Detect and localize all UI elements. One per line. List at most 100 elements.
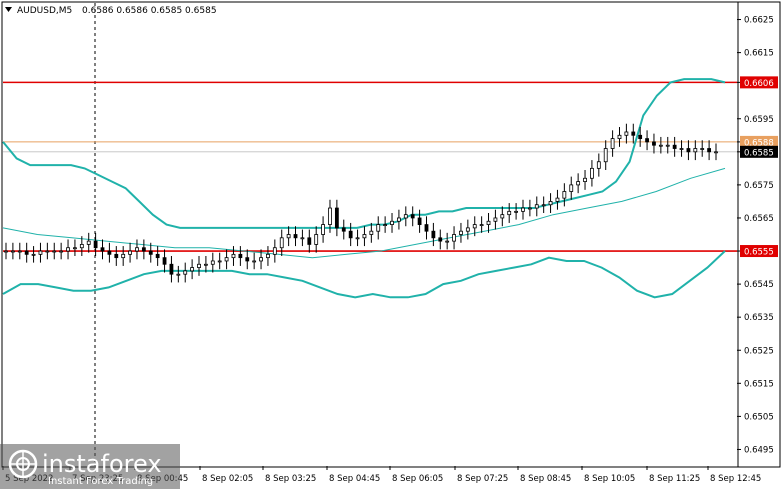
x-tick-label: 8 Sep 12:45	[710, 474, 761, 484]
candle-body	[224, 257, 229, 262]
y-tick-label: 0.6495	[744, 445, 774, 455]
candle-body	[638, 134, 643, 139]
price-axis: 0.6625 0.6615 0.6595 0.6575 0.6565 0.6545 0.65…	[737, 16, 774, 455]
candle-body	[148, 250, 153, 255]
candle-body	[707, 148, 712, 153]
x-tick-label: 8 Sep 06:05	[392, 474, 443, 484]
candle-body	[507, 210, 512, 216]
logo-brand: instaforex	[42, 450, 162, 478]
candle-body	[700, 148, 705, 150]
candle-body	[631, 131, 636, 136]
price-axis-panel	[737, 1, 781, 468]
candle-body	[472, 224, 477, 229]
candle-body	[438, 237, 443, 242]
candle-body	[714, 151, 718, 154]
candle-body	[397, 217, 401, 222]
candle-body	[383, 224, 388, 226]
candle-body	[576, 181, 581, 186]
candle-body	[86, 240, 91, 245]
moving-average-line	[2, 167, 726, 259]
candle-body	[245, 257, 250, 262]
support-tag-bg	[740, 245, 778, 258]
y-tick-label: 0.6575	[744, 181, 774, 191]
y-tick-label: 0.6595	[744, 115, 774, 125]
candle-body	[183, 270, 188, 275]
candle-body	[590, 167, 594, 179]
ohlc-values: 0.6586 0.6586 0.6585 0.6585	[82, 6, 217, 16]
candle-body	[293, 234, 298, 239]
candle-body	[362, 234, 367, 239]
y-tick-label: 0.6615	[744, 49, 774, 59]
x-tick-label: 8 Sep 04:45	[329, 474, 380, 484]
current-tag-bg	[740, 135, 778, 148]
candle-body	[128, 250, 132, 255]
candle-body	[190, 267, 195, 272]
candle-body	[424, 224, 429, 232]
candle-body	[266, 253, 270, 259]
price-tags: 0.6606 0.6588 0.6555 0.6585	[740, 76, 778, 258]
candle-body	[652, 141, 656, 146]
instaforex-logo: instaforex Instant Forex Trading	[0, 444, 180, 489]
candle-body	[459, 230, 463, 235]
candle-body	[341, 227, 346, 232]
candle-body	[493, 217, 498, 222]
candle-body	[328, 207, 332, 225]
resistance-tag-label: 0.6606	[744, 79, 774, 89]
candle-body	[210, 260, 215, 265]
candle-body	[624, 131, 629, 136]
candle-body	[73, 247, 77, 250]
candle-body	[693, 148, 698, 153]
current-tag-label: 0.6588	[744, 138, 774, 148]
candle-body	[314, 234, 319, 245]
candle-body	[204, 263, 208, 266]
x-tick-label: 8 Sep 07:25	[457, 474, 508, 484]
candle-body	[679, 148, 684, 150]
candle-body	[355, 237, 360, 240]
candle-body	[197, 263, 201, 268]
candle-body	[24, 250, 29, 255]
y-tick-label: 0.6535	[744, 313, 774, 323]
candle-body	[259, 257, 263, 262]
y-tick-label: 0.6515	[744, 379, 774, 389]
candle-body	[348, 230, 353, 239]
y-tick-label: 0.6565	[744, 214, 774, 224]
candlesticks	[4, 123, 718, 283]
candle-body	[141, 247, 146, 252]
logo-tagline: Instant Forex Trading	[48, 476, 153, 487]
candle-body	[176, 273, 181, 276]
candle-body	[79, 244, 84, 249]
candle-body	[279, 237, 284, 249]
candle-body	[93, 240, 98, 249]
candle-body	[121, 253, 126, 259]
candle-body	[238, 253, 243, 259]
candle-body	[583, 177, 587, 182]
x-tick-label: 8 Sep 08:45	[520, 474, 571, 484]
candle-body	[52, 250, 57, 253]
y-tick-label: 0.6505	[744, 412, 774, 422]
candle-body	[45, 250, 50, 253]
symbol-dropdown-icon[interactable]	[5, 7, 12, 12]
candle-body	[527, 207, 532, 210]
candle-body	[410, 214, 415, 219]
candle-body	[155, 253, 160, 259]
y-tick-label: 0.6525	[744, 346, 774, 356]
candle-body	[465, 227, 470, 232]
candle-body	[321, 224, 325, 235]
last-price-tag-bg	[740, 145, 778, 158]
candle-body	[417, 217, 422, 225]
candle-body	[59, 250, 64, 253]
candle-body	[100, 247, 105, 252]
horizontal-levels	[3, 81, 737, 252]
candle-body	[548, 201, 553, 206]
candle-body	[307, 237, 312, 245]
candle-body	[596, 161, 601, 169]
candle-body	[272, 247, 277, 255]
candle-body	[486, 220, 491, 225]
candle-body	[534, 204, 539, 209]
candle-body	[445, 240, 450, 243]
candle-body	[514, 210, 518, 213]
candle-body	[617, 134, 622, 139]
y-tick-label: 0.6545	[744, 280, 774, 290]
candle-body	[162, 257, 167, 265]
